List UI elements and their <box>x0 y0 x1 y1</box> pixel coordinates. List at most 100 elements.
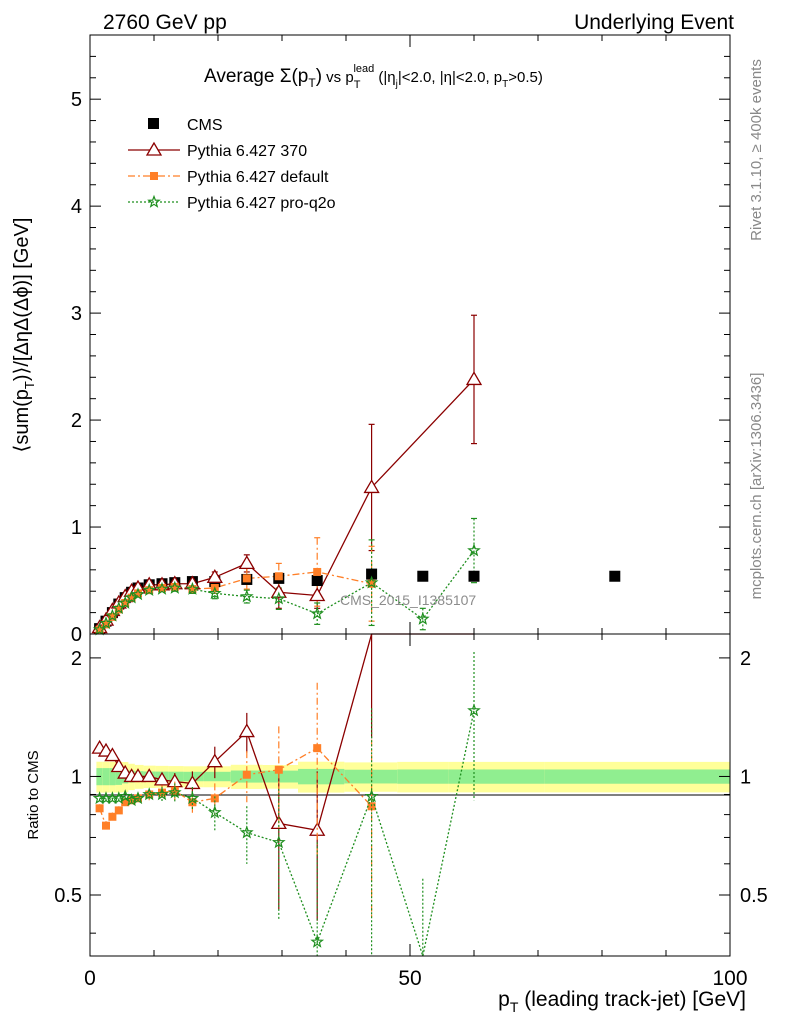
ratio-band-inner <box>203 771 231 782</box>
main-series-point <box>158 584 166 593</box>
main-frame <box>89 34 731 635</box>
main-series-point <box>167 580 182 594</box>
main-series-point <box>367 579 376 588</box>
legend-marker-cms <box>148 118 159 129</box>
ratio-series-point <box>367 802 376 811</box>
x-tick-label: 100 <box>712 967 747 990</box>
main-series-line <box>99 571 372 631</box>
main-series-point <box>242 574 251 583</box>
legend-marker-proq2o <box>147 194 161 208</box>
ratio-series-line <box>99 710 475 959</box>
rivet-label: Rivet 3.1.10, ≥ 400k events <box>748 59 765 241</box>
main-series-point <box>309 587 326 602</box>
main-series-point <box>364 575 379 589</box>
x-tick-label: 50 <box>398 967 421 990</box>
main-series-point <box>363 479 380 494</box>
ratio-series-layer <box>91 633 481 959</box>
ratio-series-point <box>313 744 322 753</box>
main-series-point <box>270 583 287 598</box>
ratio-y-tick-label-right: 2 <box>740 648 751 670</box>
main-series-point <box>465 371 483 386</box>
ratio-y-tick-label: 2 <box>71 648 82 670</box>
x-tick-label: 0 <box>84 967 96 990</box>
ratio-series-point <box>467 703 481 717</box>
cms-data-point <box>468 570 480 582</box>
main-series-point <box>238 555 255 570</box>
cms-data-point <box>366 568 378 580</box>
ratio-band-inner <box>544 769 730 784</box>
ratio-panel: 0.5 0.51 12 2 0 50 100 <box>54 35 768 990</box>
main-y-tick-label: 1 <box>71 517 82 539</box>
header-process: Underlying Event <box>574 11 734 34</box>
mcplots-label: mcplots.cern.ch [arXiv:1306.3436] <box>748 373 765 600</box>
main-series-point <box>310 606 325 620</box>
main-series-point <box>467 543 481 557</box>
main-series-point <box>188 585 197 594</box>
plot-title: Average Σ(pT) vs pTlead (|ηj|<2.0, |η|<2… <box>204 63 543 91</box>
ratio-series-point <box>142 787 157 801</box>
ratio-series-line <box>99 633 474 832</box>
ratio-series-point <box>185 791 200 805</box>
main-series-point <box>185 581 200 595</box>
ratio-band-inner <box>344 769 398 784</box>
main-series-point <box>92 622 107 636</box>
legend-label-cms: CMS <box>187 117 223 134</box>
ratio-series-point <box>155 787 169 801</box>
main-series-point <box>313 567 322 576</box>
ratio-y-ticks: 0.5 0.5 1 1 2 2 <box>54 648 768 934</box>
ratio-series-point <box>167 785 182 799</box>
ratio-band-inner <box>109 768 116 786</box>
main-series-point <box>271 591 286 605</box>
ratio-y-tick-label-right: 0.5 <box>740 885 768 907</box>
ratio-series-point <box>238 723 255 738</box>
ratio-series-point <box>102 821 110 830</box>
main-series-point <box>155 581 169 595</box>
ratio-series-point <box>310 934 325 948</box>
ratio-series-point <box>129 768 147 783</box>
cms-data-point <box>311 575 323 587</box>
main-series-point <box>415 611 430 625</box>
ratio-band-inner <box>262 770 298 783</box>
legend-marker-370 <box>145 141 163 156</box>
main-series-point <box>114 605 123 614</box>
main-y-tick-label: 5 <box>71 89 82 111</box>
ratio-series-point <box>170 786 179 795</box>
ratio-series-point <box>121 798 130 807</box>
cms-data-point <box>417 570 429 582</box>
main-y-ticks: 0 1 2 3 4 5 <box>71 55 730 646</box>
ratio-series-point <box>271 835 286 849</box>
ratio-series-point <box>274 765 283 774</box>
ratio-series-point <box>104 747 121 762</box>
x-axis-label: pT (leading track-jet) [GeV] <box>498 988 746 1015</box>
main-series-point <box>108 612 117 621</box>
main-series-point <box>206 569 223 583</box>
ratio-series-point <box>188 798 197 807</box>
analysis-watermark: CMS_2015_I1385107 <box>340 592 476 608</box>
main-y-tick-label: 4 <box>71 196 82 218</box>
main-series-point <box>102 620 110 629</box>
main-series-point <box>134 589 142 598</box>
main-y-tick-label: 2 <box>71 410 82 432</box>
main-series-point <box>145 586 154 595</box>
ratio-band-inner <box>448 769 545 784</box>
y-axis-label-main: ⟨sum(pT)⟩/[ΔηΔ(Δϕ)] [GeV] <box>11 218 37 453</box>
ratio-series-point <box>95 804 104 813</box>
legend-marker-default <box>150 172 158 180</box>
legend-label-default: Pythia 6.427 default <box>187 169 329 186</box>
legend-label-370: Pythia 6.427 370 <box>187 143 307 160</box>
main-series-point <box>127 593 136 602</box>
cms-data-point <box>609 570 621 582</box>
legend: CMS Pythia 6.427 370 Pythia 6.427 defaul… <box>128 117 336 212</box>
main-series-point <box>170 582 179 591</box>
ratio-series-point <box>108 812 117 821</box>
main-series-layer <box>91 314 621 636</box>
ratio-band-inner <box>183 771 204 782</box>
main-series-point <box>99 616 113 630</box>
ratio-series-point <box>141 768 158 783</box>
ratio-series-point <box>364 789 379 803</box>
ratio-series-point <box>207 805 222 819</box>
ratio-y-tick-label: 0.5 <box>54 885 82 907</box>
main-y-tick-label: 0 <box>71 624 82 646</box>
ratio-y-tick-label-right: 1 <box>740 766 751 788</box>
